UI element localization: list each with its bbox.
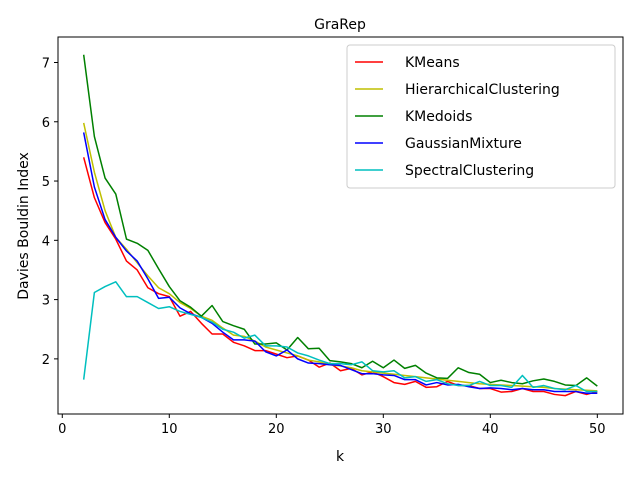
y-tick-label: 4 bbox=[42, 234, 50, 249]
y-tick-label: 2 bbox=[42, 353, 50, 368]
series-line-gaussian-mixture bbox=[82, 132, 598, 394]
x-tick-label: 40 bbox=[482, 422, 499, 437]
legend-box bbox=[346, 44, 616, 189]
series-line-kmeans bbox=[82, 157, 598, 397]
ticks-layer: 0 10 20 30 40 50 2 3 4 5 6 7 bbox=[42, 56, 606, 437]
y-tick-label: 7 bbox=[42, 56, 50, 71]
x-tick-label: 30 bbox=[375, 422, 392, 437]
series-layer bbox=[82, 54, 598, 397]
legend-label-spectral-clustering: SpectralClustering bbox=[405, 163, 534, 179]
x-tick-label: 0 bbox=[58, 422, 66, 437]
y-axis-label: Davies Bouldin Index bbox=[16, 152, 32, 299]
x-tick-label: 10 bbox=[161, 422, 178, 437]
legend-label-kmeans: KMeans bbox=[405, 55, 460, 71]
y-tick-label: 6 bbox=[42, 116, 50, 131]
y-tick-label: 3 bbox=[42, 294, 50, 309]
x-tick-label: 50 bbox=[589, 422, 606, 437]
plot-frame bbox=[57, 36, 624, 415]
legend: KMeans HierarchicalClustering KMedoids Gaus… bbox=[346, 44, 616, 189]
legend-label-gaussian-mixture: GaussianMixture bbox=[405, 136, 522, 152]
x-tick-label: 20 bbox=[268, 422, 285, 437]
y-tick-label: 5 bbox=[42, 175, 50, 190]
x-axis-label: k bbox=[336, 449, 345, 465]
series-line-spectral-clustering bbox=[82, 281, 598, 393]
legend-label-kmedoids: KMedoids bbox=[405, 109, 472, 125]
legend-label-hierarchical-clustering: HierarchicalClustering bbox=[405, 82, 560, 98]
chart-title: GraRep bbox=[314, 17, 366, 33]
series-line-kmedoids bbox=[82, 54, 598, 387]
